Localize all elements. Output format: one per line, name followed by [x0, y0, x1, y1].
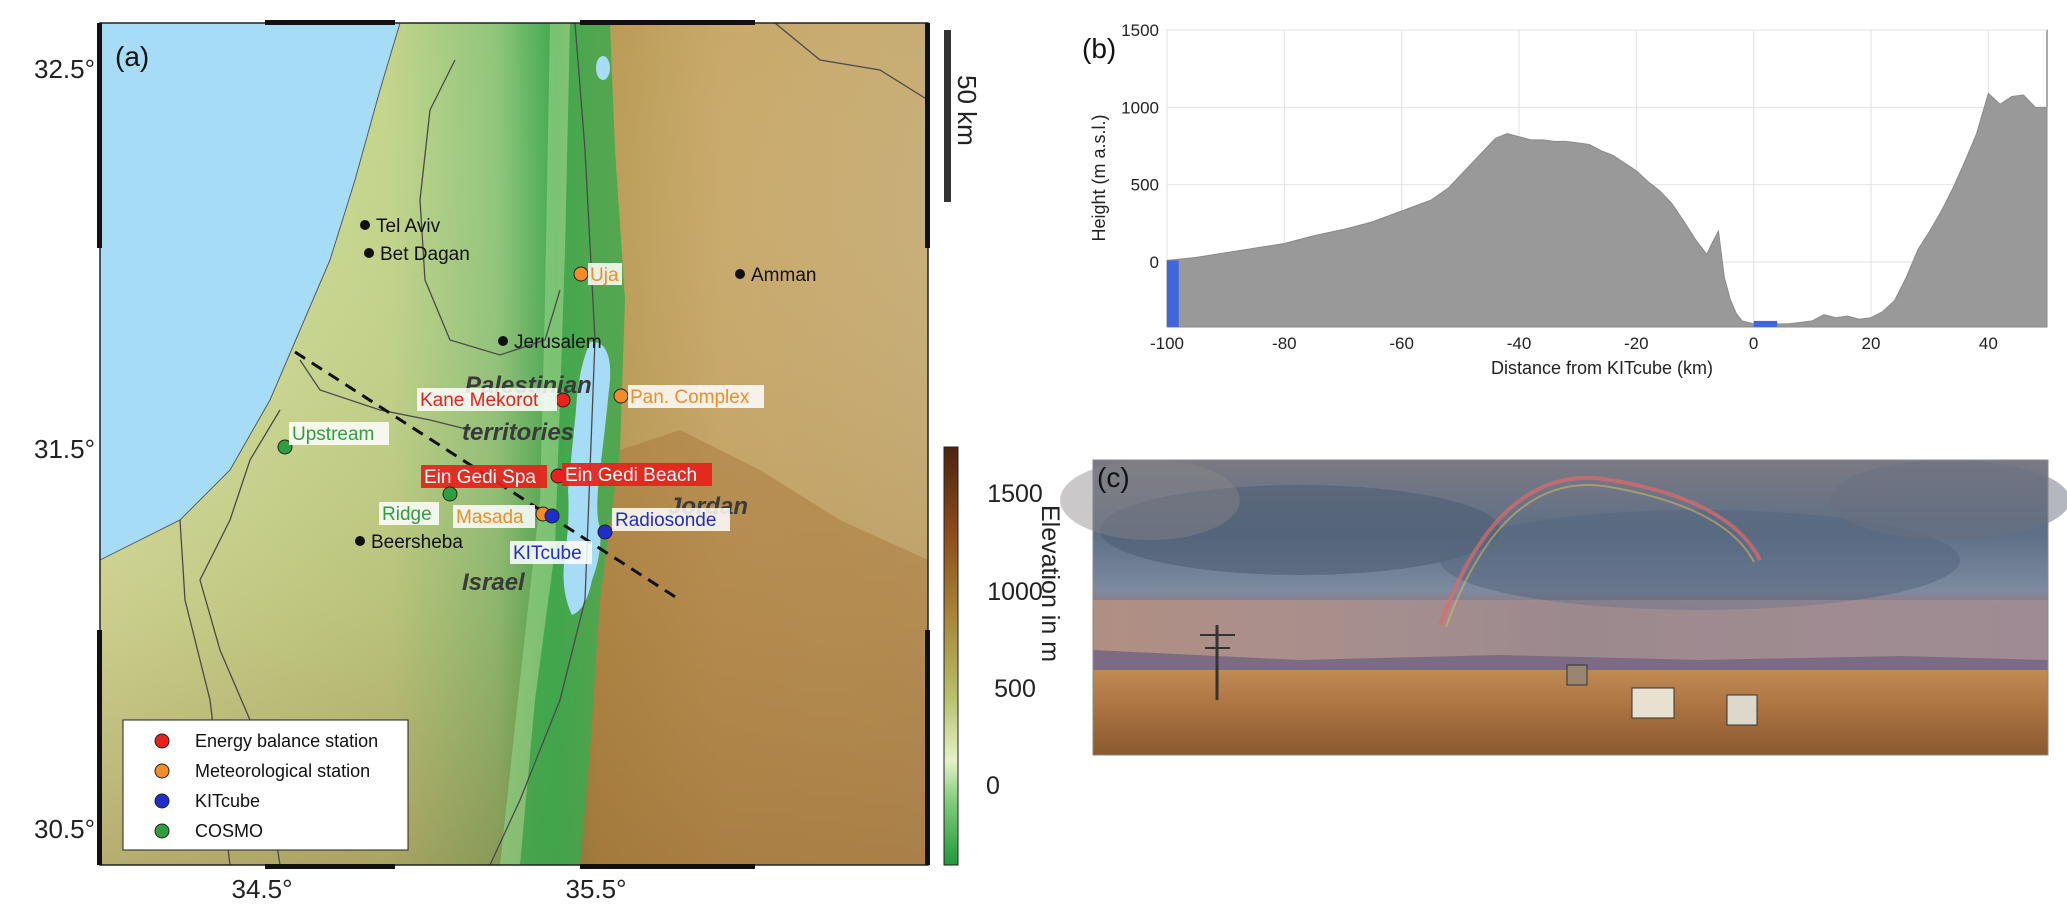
x-tick-label: -80	[1272, 334, 1297, 353]
colorbar-tick-1500: 1500	[987, 480, 1043, 508]
station-marker-radiosonde	[597, 524, 613, 540]
panel-b-letter: (b)	[1082, 33, 1116, 64]
lat-tick-label-1: 31.5°	[34, 434, 95, 464]
station-label-ridge: Ridge	[382, 504, 432, 525]
city-label-amman: Amman	[751, 265, 816, 286]
station-marker-pan-complex	[613, 388, 629, 404]
station-marker-uja	[573, 266, 589, 282]
profile-area-path	[1166, 92, 2048, 328]
field-instruments	[1200, 625, 1758, 726]
station-label-masada: Masada	[456, 507, 524, 528]
jordan-valley	[520, 23, 625, 865]
scale-bar-label: 50 km	[952, 75, 982, 146]
rainbow	[1438, 475, 1762, 626]
x-tick-label: -60	[1389, 334, 1414, 353]
region-label-israel: Israel	[462, 569, 526, 596]
frame-ticks	[97, 20, 930, 869]
station-label-radiosonde: Radiosonde	[615, 510, 716, 531]
lat-tick-label-2: 30.5°	[34, 814, 95, 844]
x-tick-label: 40	[1979, 334, 1998, 353]
lon-tick-label-1: 35.5°	[565, 874, 626, 904]
city-label-tel-aviv: Tel Aviv	[376, 216, 441, 237]
water-segment	[1753, 320, 1778, 327]
station-label-kane-mekorot: Kane Mekorot	[420, 390, 539, 411]
station-label-kitcube: KITcube	[513, 543, 582, 564]
station-marker-kane-mekorot	[555, 392, 571, 408]
panel-c-photo: (c)	[1060, 459, 2067, 756]
colorbar-tick-1000: 1000	[987, 578, 1043, 606]
station-label-uja: Uja	[590, 265, 619, 286]
panel-a-letter: (a)	[115, 41, 149, 72]
legend-marker-meteo	[154, 763, 170, 779]
station-label-ein-gedi-spa: Ein Gedi Spa	[424, 467, 536, 488]
city-label-beersheba: Beersheba	[371, 532, 463, 553]
legend-label-energy: Energy balance station	[195, 731, 378, 751]
legend-label-meteo: Meteorological station	[195, 761, 370, 781]
city-label-bet-dagan: Bet Dagan	[380, 244, 470, 265]
station-label-upstream: Upstream	[292, 424, 374, 445]
city-dot	[364, 248, 374, 258]
colorbar-tick-500: 500	[994, 675, 1036, 703]
city-label-jerusalem: Jerusalem	[514, 332, 602, 353]
colorbar-label: Elevation in m	[1036, 505, 1064, 662]
panel-a-map: (a) 32.5° 31.5° 30.5° 34.5° 35.5° 50 km …	[34, 20, 1064, 904]
station-label-ein-gedi-beach: Ein Gedi Beach	[565, 465, 697, 486]
x-axis-label: Distance from KITcube (km)	[1491, 358, 1713, 378]
lat-tick-label-0: 32.5°	[34, 54, 95, 84]
profile-area	[1166, 92, 2048, 328]
lon-tick-label-0: 34.5°	[231, 874, 292, 904]
y-tick-label: 1500	[1121, 21, 1159, 40]
eastern-highlands	[580, 430, 928, 865]
legend-label-kitcube: KITcube	[195, 791, 260, 811]
distant-mountains	[1093, 650, 2048, 675]
map-legend: Energy balance station Meteorological st…	[122, 719, 409, 851]
legend-marker-energy	[154, 733, 170, 749]
scale-bar	[944, 30, 951, 202]
y-tick-label: 500	[1131, 176, 1159, 195]
legend-marker-cosmo	[154, 823, 170, 839]
city-dot	[498, 336, 508, 346]
y-ticks: 0 500 1000 1500	[1121, 21, 1159, 272]
water-bars	[1167, 260, 1778, 327]
city-dot	[735, 269, 745, 279]
x-tick-label: -40	[1507, 334, 1532, 353]
sea-of-galilee	[596, 56, 610, 80]
station-marker-kitcube	[544, 508, 560, 524]
y-tick-label: 0	[1150, 253, 1159, 272]
station-label-pan-complex: Pan. Complex	[630, 387, 750, 408]
city-dot	[355, 536, 365, 546]
x-tick-label: -100	[1150, 334, 1184, 353]
city-dot	[360, 220, 370, 230]
mediterranean-sea	[100, 23, 401, 561]
x-ticks: -100 -80 -60 -40 -20 0 20 40	[1150, 334, 1998, 353]
station-marker-upstream	[277, 439, 293, 455]
y-axis-label: Height (m a.s.l.)	[1089, 114, 1109, 241]
x-tick-label: 20	[1862, 334, 1881, 353]
water-segment	[1167, 260, 1179, 327]
city-markers: Tel Aviv Bet Dagan Jerusalem Amman Beers…	[355, 216, 816, 553]
station-marker-ridge	[442, 486, 458, 502]
colorbar-tick-0: 0	[986, 772, 1000, 800]
elevation-colorbar: 1500 1000 500 0 Elevation in m	[943, 446, 1064, 866]
terrain-map	[100, 23, 928, 865]
x-tick-label: -20	[1624, 334, 1649, 353]
region-label-territories: territories	[462, 419, 574, 446]
legend-label-cosmo: COSMO	[195, 821, 263, 841]
x-tick-label: 0	[1749, 334, 1758, 353]
panel-c-letter: (c)	[1097, 462, 1130, 493]
y-tick-label: 1000	[1121, 98, 1159, 117]
legend-marker-kitcube	[154, 793, 170, 809]
station-markers: Uja Kane Mekorot Pan. Complex Upstream E…	[277, 263, 764, 564]
panel-b-profile: (b) -100 -80 -60 -40 -20 0 20 40 0 500 1000 1500 D…	[1082, 21, 2048, 378]
